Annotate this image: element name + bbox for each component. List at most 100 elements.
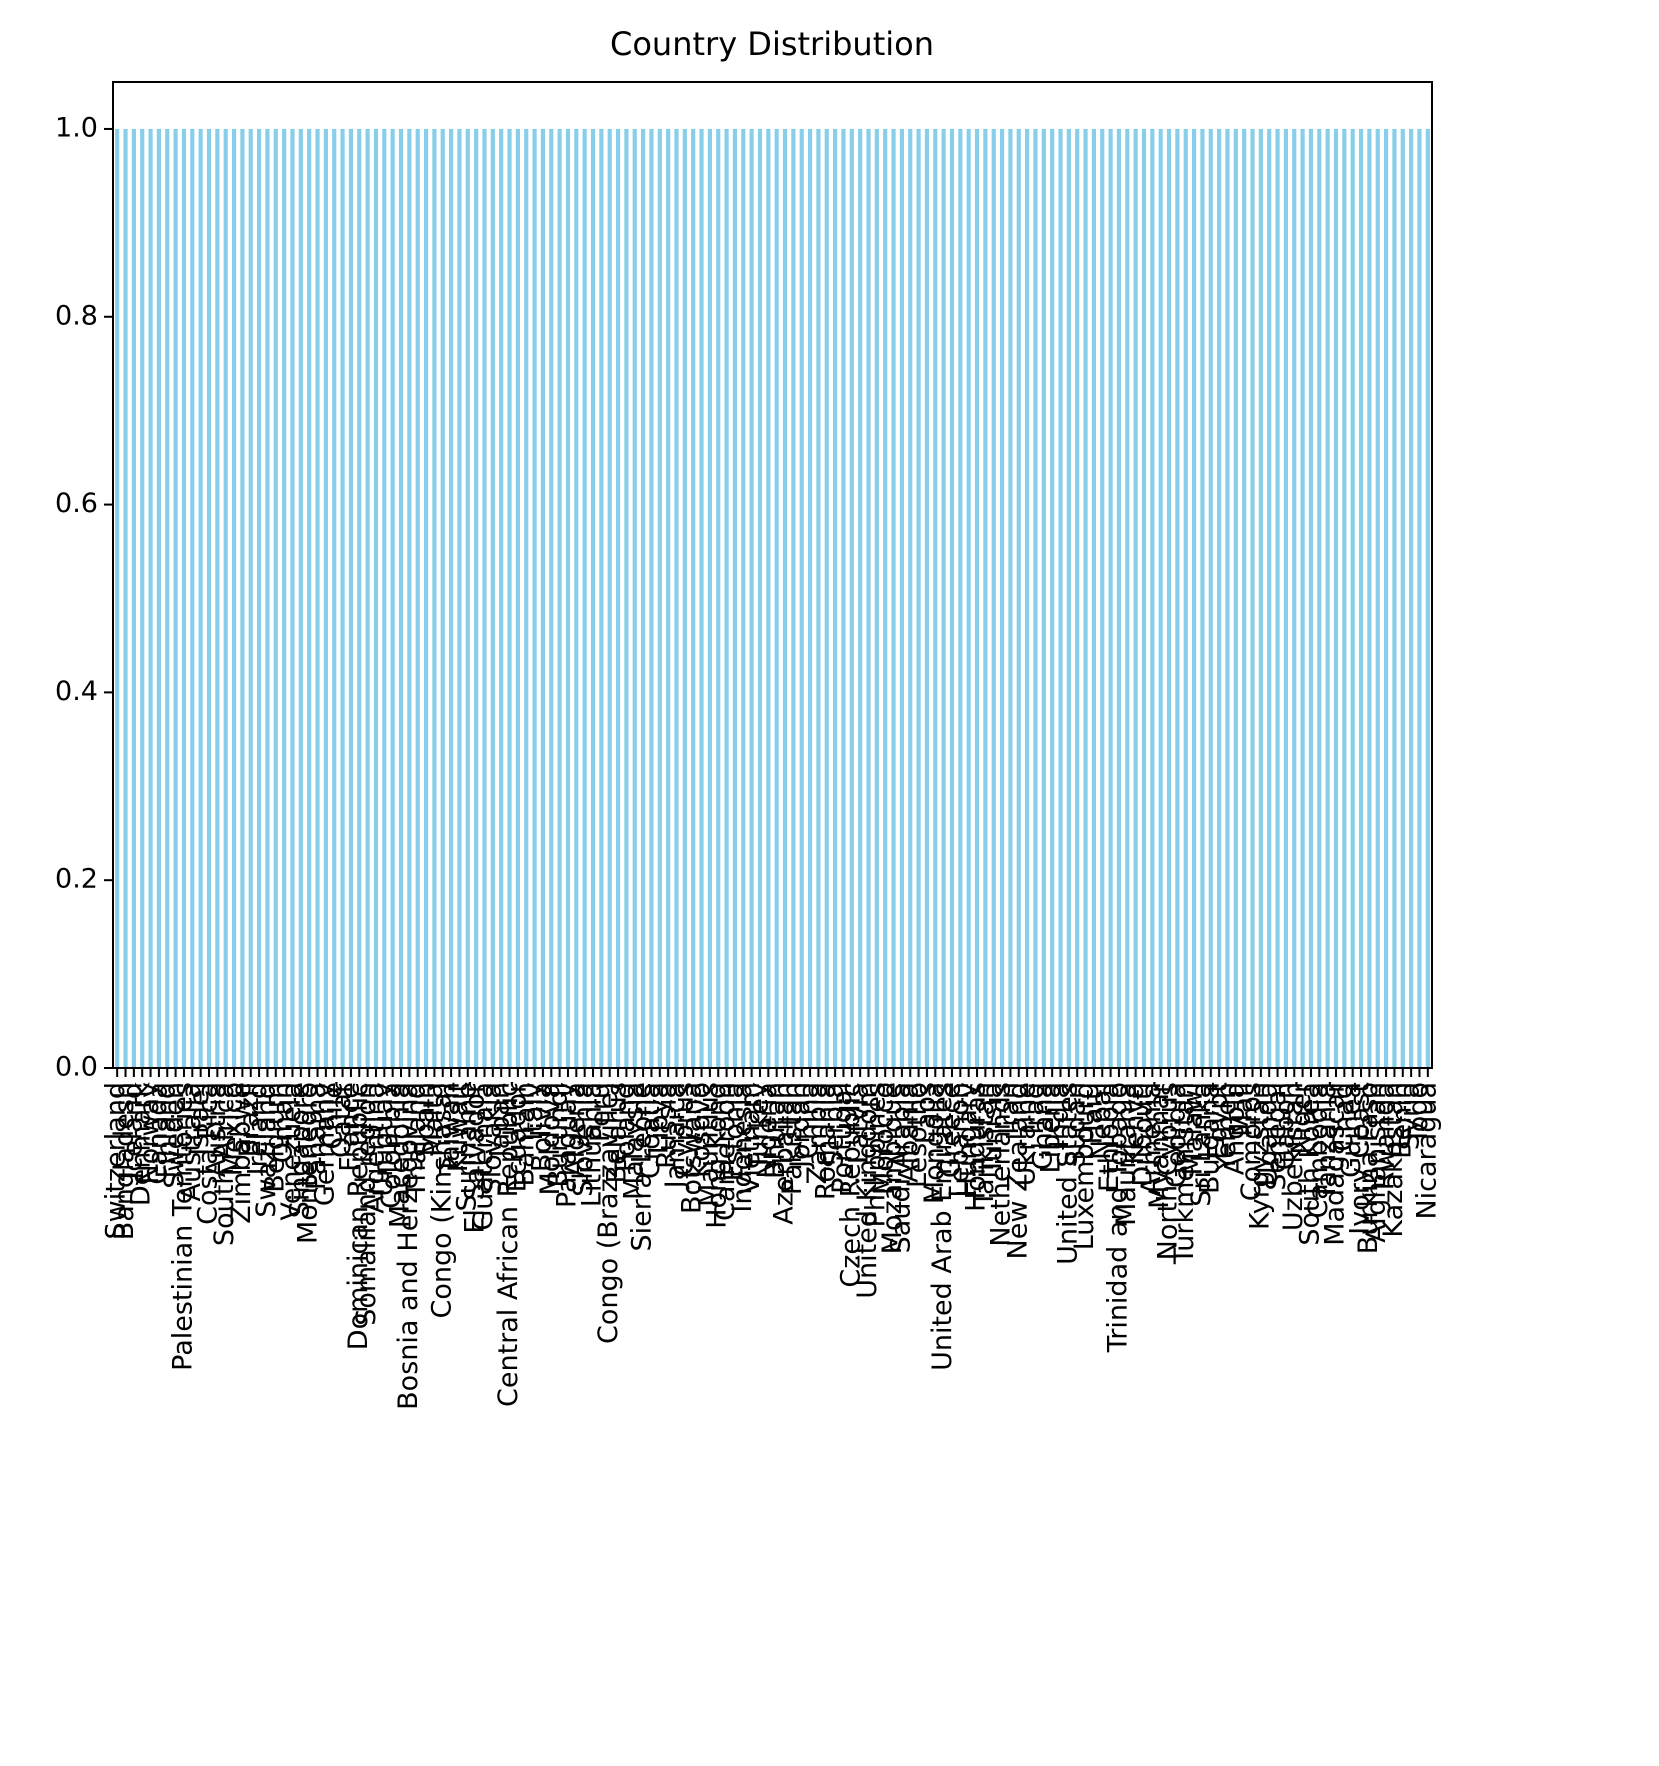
bar bbox=[1191, 128, 1197, 1068]
x-tick-label: Finland bbox=[151, 1082, 182, 1178]
x-tick-label: Jordan bbox=[785, 1082, 816, 1170]
bar bbox=[916, 128, 921, 1068]
x-tick-label: Central African Republic bbox=[493, 1082, 524, 1407]
x-tick-label: Qatar bbox=[326, 1081, 357, 1158]
x-tick-label: Chile bbox=[318, 1082, 349, 1150]
x-tick-label: Panama bbox=[301, 1082, 332, 1190]
chart-title: Country Distribution bbox=[610, 25, 934, 63]
x-tick-label: Egypt bbox=[1203, 1082, 1234, 1160]
x-tick-label: Mozambique bbox=[877, 1082, 908, 1254]
x-tick-label: Bolivia bbox=[526, 1082, 557, 1172]
bar bbox=[1400, 128, 1405, 1068]
bar bbox=[540, 128, 546, 1068]
bar bbox=[1125, 128, 1130, 1068]
bar bbox=[1417, 128, 1422, 1068]
x-tick-label: Benin bbox=[1386, 1082, 1417, 1159]
x-tick-label: Sudan bbox=[1061, 1082, 1092, 1167]
x-tick-label: El Salvador bbox=[460, 1081, 491, 1234]
x-tick-label: Senegal bbox=[1261, 1082, 1292, 1191]
bar bbox=[657, 128, 662, 1068]
bar bbox=[974, 128, 980, 1068]
bar bbox=[1208, 128, 1213, 1068]
bar bbox=[474, 128, 479, 1068]
bar bbox=[206, 128, 212, 1068]
bar bbox=[807, 128, 813, 1068]
y-tick-label: 0.4 bbox=[55, 676, 98, 707]
bar bbox=[415, 128, 420, 1068]
bar bbox=[1175, 128, 1180, 1068]
x-tick-label: Swaziland bbox=[251, 1082, 282, 1218]
x-tick-label: Portugal bbox=[827, 1082, 858, 1194]
bar bbox=[574, 128, 579, 1068]
x-tick-label: Slovenia bbox=[568, 1082, 599, 1197]
plot-frame bbox=[112, 81, 1433, 1069]
bar bbox=[724, 128, 729, 1068]
x-tick-label: Oman bbox=[268, 1082, 299, 1163]
x-tick-label: Zimbabwe bbox=[226, 1082, 257, 1224]
bar bbox=[624, 128, 629, 1068]
bar bbox=[1033, 128, 1038, 1068]
x-tick-label: Paraguay bbox=[551, 1082, 582, 1208]
x-tick-label: Malta bbox=[418, 1082, 449, 1156]
x-tick-label: Zambia bbox=[802, 1082, 833, 1185]
x-tick-label: China bbox=[794, 1082, 825, 1159]
bar bbox=[549, 128, 554, 1068]
bar bbox=[148, 128, 153, 1068]
bar bbox=[949, 128, 955, 1068]
bar bbox=[190, 128, 195, 1068]
x-tick-label: Ghana bbox=[1027, 1082, 1058, 1170]
x-tick-label: Togo bbox=[1403, 1082, 1434, 1145]
bar bbox=[716, 128, 721, 1068]
x-tick-label: Venezuela bbox=[276, 1082, 307, 1221]
bar bbox=[365, 128, 370, 1068]
x-tick-label: Cambodia bbox=[1303, 1082, 1334, 1219]
x-tick-label: South Africa bbox=[209, 1082, 240, 1246]
bar bbox=[123, 128, 128, 1068]
bar bbox=[1200, 128, 1205, 1068]
x-tick-label: Comoros bbox=[1236, 1082, 1267, 1201]
x-tick-label: Djibouti bbox=[1127, 1082, 1158, 1187]
x-tick-label: Kazakhstan bbox=[1378, 1082, 1409, 1238]
x-tick-label: Turkmenistan bbox=[1169, 1082, 1200, 1265]
x-tick-label: Vietnam bbox=[735, 1082, 766, 1195]
bar bbox=[1150, 128, 1155, 1068]
x-tick-label: Tajikistan bbox=[969, 1082, 1000, 1208]
x-tick-label: Mongolia bbox=[919, 1082, 950, 1204]
x-tick-label: Poland bbox=[610, 1082, 641, 1172]
y-tick-label: 0.0 bbox=[55, 1052, 98, 1083]
bar bbox=[557, 128, 562, 1068]
bar bbox=[732, 128, 738, 1068]
x-tick-label: Croatia bbox=[635, 1082, 666, 1179]
x-tick-label: Peru bbox=[585, 1082, 616, 1142]
bar bbox=[1133, 128, 1138, 1068]
bar bbox=[1425, 128, 1430, 1068]
bar bbox=[691, 128, 696, 1068]
x-tick-label: Colombia bbox=[376, 1082, 407, 1209]
bar bbox=[1350, 128, 1355, 1068]
x-tick-label: Greece bbox=[935, 1082, 966, 1178]
bar bbox=[1058, 128, 1063, 1068]
x-tick-label: Tunisia bbox=[977, 1082, 1008, 1175]
y-tick-label: 0.2 bbox=[55, 864, 98, 895]
bar bbox=[1358, 128, 1364, 1068]
x-tick-label: Rwanda bbox=[1370, 1082, 1401, 1190]
bar bbox=[707, 128, 712, 1068]
bar bbox=[1342, 128, 1347, 1068]
x-tick-label: Italy bbox=[518, 1082, 549, 1141]
x-tick-label: Malaysia bbox=[618, 1082, 649, 1200]
bar bbox=[423, 128, 429, 1068]
x-tick-label: Chad bbox=[1328, 1082, 1359, 1152]
bar bbox=[1250, 128, 1255, 1068]
bar bbox=[816, 128, 821, 1068]
bar bbox=[1025, 128, 1030, 1068]
x-tick-label: Spain bbox=[410, 1082, 441, 1157]
x-tick-label: Luxembourg bbox=[1069, 1082, 1100, 1250]
x-tick-label: Burundi bbox=[543, 1082, 574, 1188]
bar bbox=[490, 128, 495, 1068]
x-tick-label: Argentina bbox=[359, 1082, 390, 1214]
bar bbox=[532, 128, 537, 1068]
bar bbox=[298, 128, 303, 1068]
bar bbox=[373, 128, 379, 1068]
bar bbox=[841, 128, 846, 1068]
bar bbox=[782, 128, 788, 1068]
